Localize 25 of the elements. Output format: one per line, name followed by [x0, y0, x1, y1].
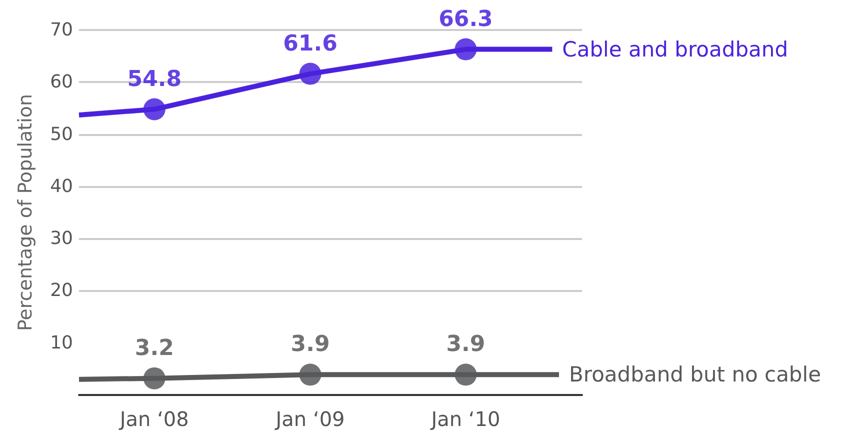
- data-label: 3.2: [134, 336, 174, 361]
- series-label: Broadband but no cable: [569, 362, 822, 387]
- series-label: Cable and broadband: [562, 37, 788, 62]
- data-label: 66.3: [438, 6, 493, 32]
- point: [299, 364, 322, 386]
- x-tick-label: Jan ‘09: [274, 407, 345, 431]
- data-label: 61.6: [283, 31, 338, 56]
- point: [299, 62, 322, 85]
- y-axis-title: Percentage of Population: [14, 94, 36, 332]
- point: [454, 38, 477, 60]
- y-tick-label: 40: [50, 176, 73, 197]
- data-label: 54.8: [127, 66, 182, 92]
- data-label: 3.9: [290, 332, 330, 358]
- data-label: 3.9: [446, 332, 486, 358]
- x-tick-label: Jan ‘08: [118, 407, 189, 431]
- y-tick-label: 70: [50, 20, 73, 40]
- point: [143, 367, 166, 390]
- y-tick-label: 60: [50, 72, 73, 93]
- y-tick-label: 20: [50, 280, 73, 302]
- y-tick-label: 10: [50, 332, 73, 354]
- point: [143, 98, 166, 120]
- y-tick-label: 50: [50, 124, 73, 145]
- y-tick-label: 30: [50, 228, 73, 250]
- x-tick-label: Jan ‘10: [429, 407, 500, 431]
- point: [454, 364, 477, 386]
